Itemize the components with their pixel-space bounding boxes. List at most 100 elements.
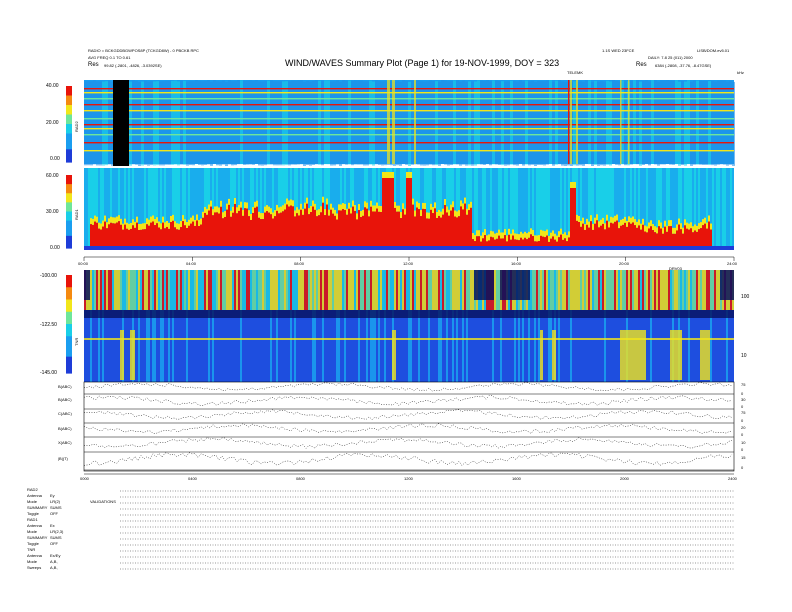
tnr-top-band	[132, 270, 134, 310]
footer-value: Ey	[50, 493, 55, 498]
rad1-burst-edge	[158, 221, 160, 228]
rad1-burst-fill	[524, 237, 526, 248]
tnr-body	[504, 310, 506, 382]
rad1-label: RAD1	[74, 209, 79, 220]
rad1-burst-fill	[530, 234, 532, 248]
tnr-body	[390, 310, 392, 382]
rad1-burst-edge	[104, 215, 106, 222]
time-tick-2000: 20:00	[619, 261, 630, 266]
tnr-body	[342, 310, 344, 382]
rad1-burst-edge	[304, 202, 306, 209]
rad1-burst-edge	[468, 204, 470, 211]
bfield-label-1: B(ABC)	[58, 384, 72, 389]
rad1-burst-fill	[668, 226, 670, 248]
tnr-top-band	[276, 270, 278, 310]
tnr-vertical-burst	[540, 330, 543, 380]
tnr-body	[520, 310, 522, 382]
tnr-top-band	[662, 270, 664, 310]
rad1-column	[666, 168, 668, 250]
tnr-top-band	[314, 270, 316, 310]
tnr-top-band	[608, 270, 610, 310]
rad1-burst-edge	[520, 231, 522, 238]
rad1-burst-edge	[422, 202, 424, 209]
footer-key: Antenna	[27, 523, 42, 528]
tnr-top-band	[106, 270, 108, 310]
tnr-body	[582, 310, 584, 382]
tnr-body	[728, 310, 730, 382]
rad2-column	[573, 81, 576, 166]
rad1-burst-edge	[230, 210, 232, 217]
tnr-body	[90, 310, 92, 382]
tnr-vertical-burst	[670, 330, 682, 380]
tnr-top-band	[164, 270, 166, 310]
rad1-column	[636, 168, 638, 250]
rad2-column	[297, 80, 300, 165]
rad1-burst-edge	[306, 197, 308, 204]
rad1-burst-edge	[234, 198, 236, 205]
rad1-burst-edge	[618, 222, 620, 229]
tnr-body	[410, 310, 412, 382]
rad1-burst-fill	[704, 223, 706, 248]
rad2-colorbar-segment	[66, 124, 72, 128]
rad1-burst-fill	[520, 237, 522, 248]
rad1-column	[122, 168, 124, 250]
tnr-top-band	[188, 270, 190, 310]
tnr-body	[430, 310, 432, 382]
rad1-burst-fill	[678, 224, 680, 248]
rad1-burst-edge	[412, 198, 414, 205]
tnr-top-band	[122, 270, 124, 310]
tnr-top-band	[712, 270, 714, 310]
rad2-column	[528, 81, 531, 166]
tnr-top-band	[134, 270, 136, 310]
rad1-burst-fill	[468, 210, 470, 248]
rad1-column	[564, 168, 566, 250]
tnr-top-band	[702, 270, 704, 310]
rad2-column	[612, 80, 615, 165]
tnr-body	[162, 310, 164, 382]
tnr-body	[492, 310, 494, 382]
rad2-column	[453, 80, 456, 165]
rad1-column	[420, 168, 422, 250]
rad2-column	[705, 80, 708, 165]
rad2-column	[87, 81, 90, 166]
time-tick-1200: 12:00	[403, 261, 414, 266]
rad1-column	[184, 168, 186, 250]
tnr-body	[292, 310, 294, 382]
rad1-column	[688, 168, 690, 250]
tnr-body	[208, 310, 210, 382]
rad1-burst-edge	[130, 222, 132, 229]
tnr-top-band	[542, 270, 544, 310]
rad1-column	[110, 168, 112, 250]
tnr-body	[580, 310, 582, 382]
tnr-top-band	[384, 270, 386, 310]
rad1-column	[664, 168, 666, 250]
rad1-burst-fill	[94, 221, 96, 248]
rad1-burst-fill	[658, 226, 660, 248]
tnr-top-band	[196, 270, 198, 310]
tnr-body	[198, 310, 200, 382]
rad1-column	[552, 168, 554, 250]
tnr-top-band	[254, 270, 256, 310]
bfield-label-6: |B|(T)	[58, 456, 68, 461]
tnr-top-band	[150, 270, 152, 310]
tnr-body	[462, 310, 464, 382]
rad1-burst-fill	[548, 241, 550, 248]
tnr-top-band	[412, 270, 414, 310]
rad1-burst-fill	[254, 207, 256, 248]
header-left-res-label: Res	[88, 62, 99, 68]
rad2-colorbar-segment	[66, 143, 72, 147]
rad1-burst-fill	[338, 210, 340, 248]
rad1-burst-edge	[96, 216, 98, 223]
rad1-burst-edge	[642, 218, 644, 225]
rad2-column	[582, 81, 585, 166]
rad2-column	[165, 80, 168, 165]
tnr-body	[388, 310, 390, 382]
rad1-burst-fill	[552, 236, 554, 248]
time-tick-1600: 16:00	[511, 261, 522, 266]
rad1-burst-fill	[446, 212, 448, 248]
tnr-body	[570, 310, 572, 382]
rad2-column	[714, 81, 717, 166]
rad1-column	[166, 168, 168, 250]
tnr-body	[348, 310, 350, 382]
tnr-body	[712, 310, 714, 382]
